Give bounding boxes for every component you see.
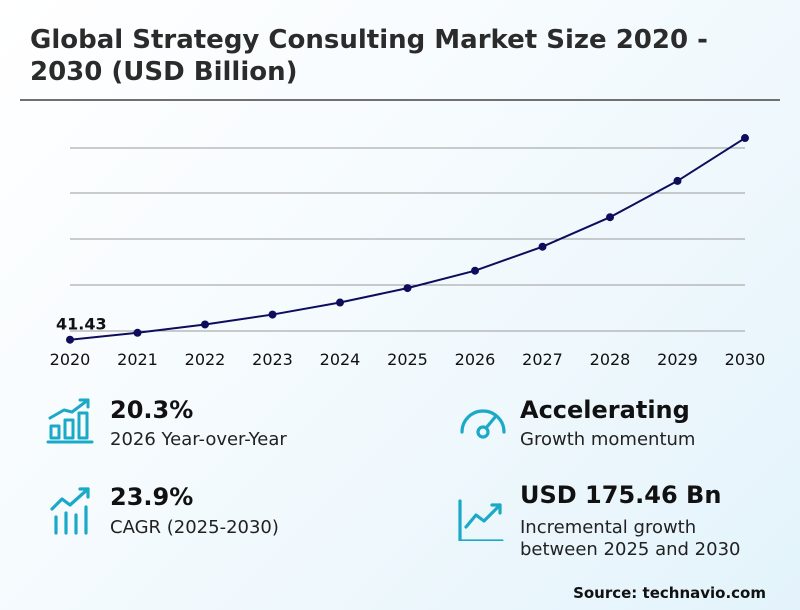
stat-cagr-label: CAGR (2025-2030): [110, 517, 279, 538]
stat-incremental-label-1: Incremental growth: [520, 517, 697, 538]
data-point-2029: [673, 176, 682, 185]
speedometer-icon: [460, 409, 506, 439]
stat-cagr-value: 23.9%: [110, 483, 194, 511]
stat-momentum-label: Growth momentum: [520, 429, 696, 450]
data-point-2024: [336, 298, 344, 307]
line-chart: 2020 2021 2022 2023 2024 2025 2026 2027 2028 2029…: [50, 134, 766, 369]
data-label-2020: 41.43: [56, 315, 107, 334]
stat-yoy-value: 20.3%: [110, 396, 194, 424]
data-point-2026: [471, 266, 479, 275]
data-point-2023: [268, 310, 277, 319]
x-tick-label-2028: 2028: [590, 350, 631, 369]
x-tick-label-2020: 2020: [50, 350, 91, 369]
x-tick-label-2027: 2027: [522, 350, 563, 369]
x-tick-label-2023: 2023: [252, 350, 293, 369]
data-point-2021: [133, 328, 142, 337]
x-tick-label-2022: 2022: [185, 350, 226, 369]
data-point-2030: [741, 134, 749, 143]
stat-incremental-label-2: between 2025 and 2030: [520, 539, 741, 560]
data-point-2028: [606, 213, 614, 222]
stat-yoy-label: 2026 Year-over-Year: [110, 429, 287, 450]
stat-incremental-value: USD 175.46 Bn: [520, 481, 722, 509]
data-point-2025: [403, 284, 412, 293]
x-tick-label-2026: 2026: [455, 350, 496, 369]
data-point-2022: [201, 320, 209, 329]
line-chart-up-icon: [458, 499, 504, 541]
x-tick-label-2029: 2029: [657, 350, 698, 369]
data-point-2020: [66, 335, 74, 344]
stat-momentum-value: Accelerating: [520, 396, 690, 424]
data-point-2027: [538, 242, 547, 251]
title-divider: [20, 99, 780, 101]
source-credit: Source: technavio.com: [573, 584, 766, 602]
x-tick-label-2024: 2024: [320, 350, 361, 369]
chart-title: Global Strategy Consulting Market Size 2…: [30, 25, 708, 87]
bar-chart-growth-icon: [46, 398, 94, 444]
x-tick-label-2030: 2030: [725, 350, 766, 369]
x-tick-label-2021: 2021: [117, 350, 158, 369]
trend-bars-icon: [50, 487, 90, 535]
x-tick-label-2025: 2025: [387, 350, 428, 369]
